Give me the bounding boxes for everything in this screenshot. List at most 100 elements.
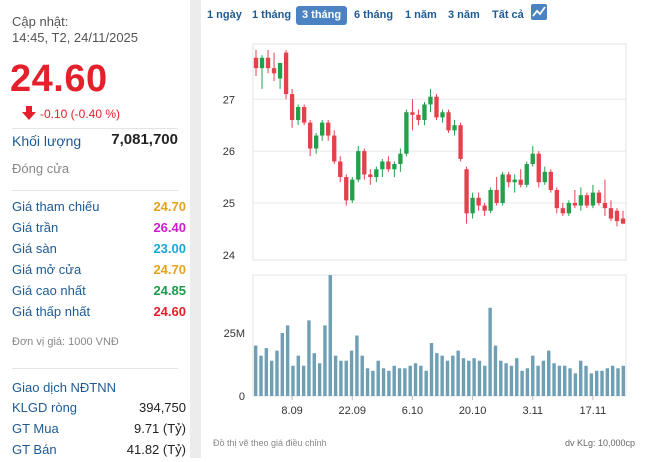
- foreign-row-label: GT Bán: [12, 442, 57, 457]
- candle-body: [452, 125, 457, 131]
- candle-body: [374, 169, 379, 178]
- price-tick-label: 27: [223, 94, 235, 106]
- volume-bar: [403, 368, 407, 396]
- volume-bar: [323, 325, 327, 396]
- current-price: 24.60: [10, 58, 108, 100]
- volume-bar: [520, 370, 524, 396]
- price-row-label: Giá cao nhất: [12, 283, 86, 298]
- candle-body: [476, 197, 481, 206]
- candle-body: [524, 164, 529, 185]
- price-tick-label: 26: [223, 146, 235, 158]
- volume-bar: [312, 353, 316, 396]
- candle-body: [350, 179, 355, 201]
- date-label: 6.10: [402, 405, 423, 417]
- date-label: 8.09: [281, 405, 302, 417]
- price-row-label: Giá trần: [12, 220, 59, 235]
- tab-3-months[interactable]: 3 tháng: [296, 6, 348, 25]
- candle-body: [578, 195, 584, 206]
- line-chart-icon[interactable]: [531, 4, 547, 20]
- price-change: -0.10 (-0.40 %): [40, 107, 121, 121]
- volume-bar: [557, 365, 562, 396]
- candle-body: [356, 151, 361, 180]
- volume-bar: [349, 350, 354, 396]
- tab-1-month[interactable]: 1 tháng: [252, 9, 292, 21]
- volume-bar: [600, 370, 604, 396]
- price-row: Giá trần 26.40: [12, 220, 186, 240]
- down-arrow-icon: [22, 106, 36, 120]
- candle-body: [470, 197, 475, 214]
- candle-body: [362, 151, 367, 175]
- candle-body: [422, 104, 427, 120]
- price-row: Giá thấp nhất 24.60: [12, 304, 186, 324]
- candle-body: [536, 153, 541, 183]
- volume-bar: [499, 360, 503, 396]
- unit-note: Đơn vị giá: 1000 VNĐ: [12, 336, 119, 348]
- candle-body: [620, 218, 626, 224]
- volume-bar: [451, 355, 455, 396]
- price-row-value: 24.60: [153, 304, 186, 319]
- candle-body: [386, 161, 391, 170]
- quote-panel: Cập nhật: 14:45, T2, 24/11/2025 24.60 -0…: [0, 0, 190, 458]
- volume-bar: [547, 350, 551, 396]
- volume-bar: [344, 360, 348, 396]
- volume-bar: [285, 325, 290, 396]
- volume-bar: [493, 345, 498, 396]
- volume-bar: [621, 365, 626, 396]
- volume-bar: [515, 358, 519, 396]
- volume-tick-label: 25M: [224, 328, 245, 340]
- candle-body: [512, 179, 517, 183]
- candle-body: [518, 179, 523, 185]
- candle-body: [253, 57, 259, 69]
- foreign-row-label: KLGD ròng: [12, 400, 78, 415]
- candle-body: [295, 107, 301, 120]
- volume-bar: [525, 368, 530, 396]
- volume-bar: [259, 355, 263, 396]
- volume-bar: [456, 350, 460, 396]
- volume-bar: [424, 370, 428, 396]
- candle-body: [506, 174, 511, 183]
- volume-bar: [397, 368, 402, 396]
- candle-body: [428, 96, 433, 105]
- volume-bar: [536, 365, 540, 396]
- price-tick-label: 24: [223, 250, 235, 262]
- volume-bar: [509, 365, 514, 396]
- tab-1-day[interactable]: 1 ngày: [207, 9, 242, 21]
- volume-bar: [605, 368, 610, 396]
- candle-body: [404, 112, 409, 154]
- candle-body: [332, 135, 337, 162]
- date-label: 20.10: [459, 405, 487, 417]
- tab-3-years[interactable]: 3 năm: [448, 9, 480, 21]
- price-row-value: 26.40: [153, 220, 186, 235]
- candle-body: [368, 174, 373, 178]
- volume-bar: [531, 355, 535, 396]
- tab-all[interactable]: Tất cả: [492, 9, 524, 21]
- stock-chart[interactable]: 27 26 25 24 25M 0 8.09 22.09 6.10 20.10 3.11 17.11: [201, 30, 657, 430]
- volume-bar: [461, 358, 466, 396]
- volume-bar: [355, 335, 359, 396]
- candle-body: [488, 190, 493, 211]
- chart-panel: 1 ngày 1 tháng 3 tháng 6 tháng 1 năm 3 n…: [201, 0, 657, 458]
- candle-body: [614, 210, 620, 222]
- price-row: Giá sàn 23.00: [12, 241, 186, 261]
- volume-bar: [371, 370, 375, 396]
- updated-time: 14:45, T2, 24/11/2025: [12, 30, 139, 45]
- volume-bar: [376, 360, 380, 396]
- volume-bar: [563, 365, 567, 396]
- tab-1-year[interactable]: 1 năm: [405, 9, 437, 21]
- volume-bar: [440, 355, 444, 396]
- panel-gap: [190, 0, 201, 458]
- volume-bar: [264, 348, 269, 396]
- candle-body: [344, 177, 349, 201]
- volume-bar: [594, 370, 599, 396]
- volume-bar: [333, 355, 338, 396]
- candle-body: [482, 205, 487, 211]
- candle-body: [259, 57, 265, 69]
- volume-bar: [568, 368, 572, 396]
- foreign-row-value: 9.71 (Tỷ): [133, 421, 186, 436]
- candle-body: [283, 52, 289, 95]
- volume-label: Khối lượng: [12, 133, 82, 149]
- volume-bar: [584, 365, 588, 396]
- tab-6-months[interactable]: 6 tháng: [354, 9, 394, 21]
- updated-label: Cập nhật:: [12, 14, 69, 29]
- volume-bar: [429, 343, 434, 396]
